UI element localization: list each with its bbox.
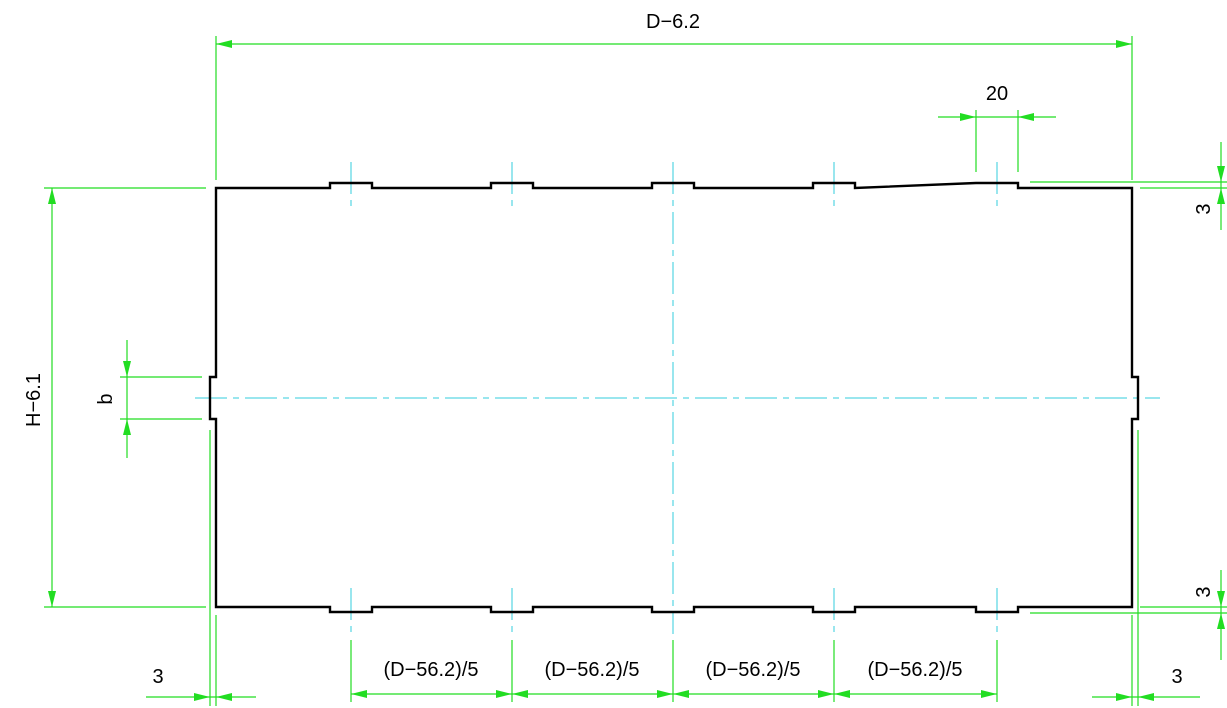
arrow <box>216 40 232 48</box>
arrow <box>1217 613 1225 629</box>
tab-height-top-label: 3 <box>1193 203 1215 214</box>
arrow <box>1217 166 1225 182</box>
arrow <box>1217 591 1225 607</box>
arrow <box>512 690 528 698</box>
part-outline <box>208 181 1140 614</box>
arrow <box>48 188 56 204</box>
spacing-label-2: (D−56.2)/5 <box>544 659 639 681</box>
arrow <box>1116 40 1132 48</box>
tab-width-label: 20 <box>986 83 1008 105</box>
dimension-lines <box>44 36 1227 706</box>
arrow <box>194 693 210 701</box>
arrow <box>123 361 131 377</box>
right-offset-label: 3 <box>1171 666 1182 688</box>
arrow <box>351 690 367 698</box>
left-offset-label: 3 <box>152 666 163 688</box>
arrow <box>834 690 850 698</box>
overall-width-label: D−6.2 <box>646 11 700 33</box>
dimension-labels: D−6.2 20 3 3 H−6.1 b 3 3 (D−56.2)/5 (D−5… <box>23 11 1215 688</box>
arrow <box>216 693 232 701</box>
arrow <box>960 113 976 121</box>
arrow <box>1217 188 1225 204</box>
tab-height-bottom-label: 3 <box>1193 586 1215 597</box>
overall-height-label: H−6.1 <box>23 373 45 427</box>
center-lines <box>195 162 1160 634</box>
spacing-label-3: (D−56.2)/5 <box>705 659 800 681</box>
arrow <box>496 690 512 698</box>
arrow <box>1138 693 1154 701</box>
arrow <box>657 690 673 698</box>
arrow <box>673 690 689 698</box>
spacing-label-1: (D−56.2)/5 <box>383 659 478 681</box>
arrow <box>1116 693 1132 701</box>
arrow <box>818 690 834 698</box>
arrow <box>1018 113 1034 121</box>
arrow <box>48 591 56 607</box>
arrow <box>981 690 997 698</box>
arrow <box>123 419 131 435</box>
spacing-label-4: (D−56.2)/5 <box>867 659 962 681</box>
side-tab-label: b <box>95 393 117 404</box>
